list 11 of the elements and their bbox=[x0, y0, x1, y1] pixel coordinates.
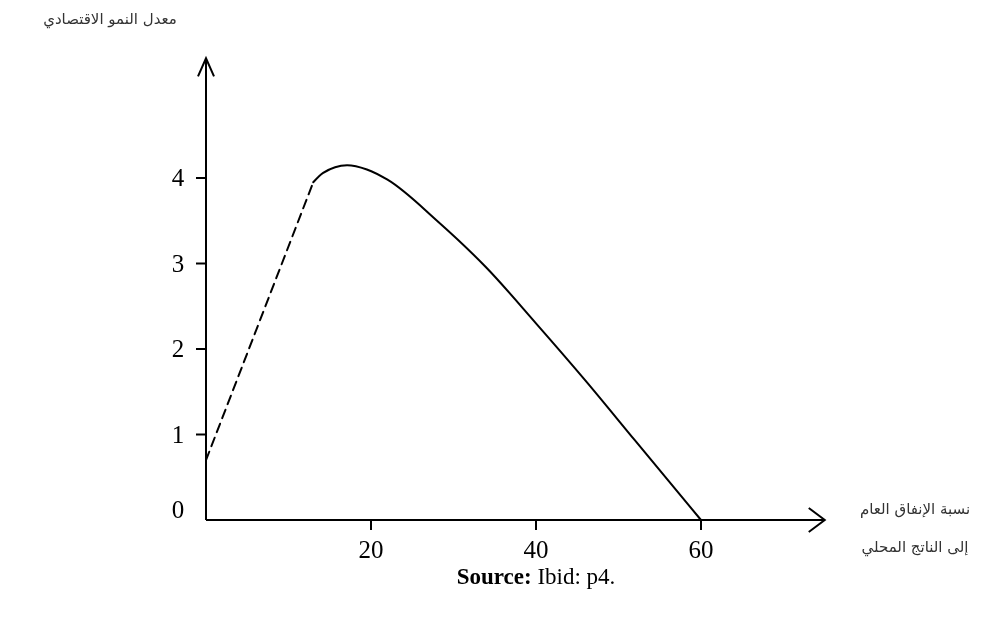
x-tick-label: 20 bbox=[358, 536, 384, 563]
x-tick-label: 40 bbox=[523, 536, 549, 563]
y-tick-label: 1 bbox=[171, 420, 185, 448]
y-tick-label: 0 bbox=[171, 496, 185, 523]
y-tick-label: 4 bbox=[171, 164, 185, 191]
x-tick-label: 60 bbox=[688, 536, 714, 563]
text: نسبة الإنفاق العام إلى الناتج المحلي bbox=[859, 500, 971, 556]
y-axis-title: معدل النمو الاقتصادي bbox=[43, 10, 177, 29]
y-tick-label: 3 bbox=[171, 249, 185, 277]
y-tick-label: 2 bbox=[171, 335, 185, 362]
source-note: Source: Ibid: p4. bbox=[456, 564, 616, 589]
